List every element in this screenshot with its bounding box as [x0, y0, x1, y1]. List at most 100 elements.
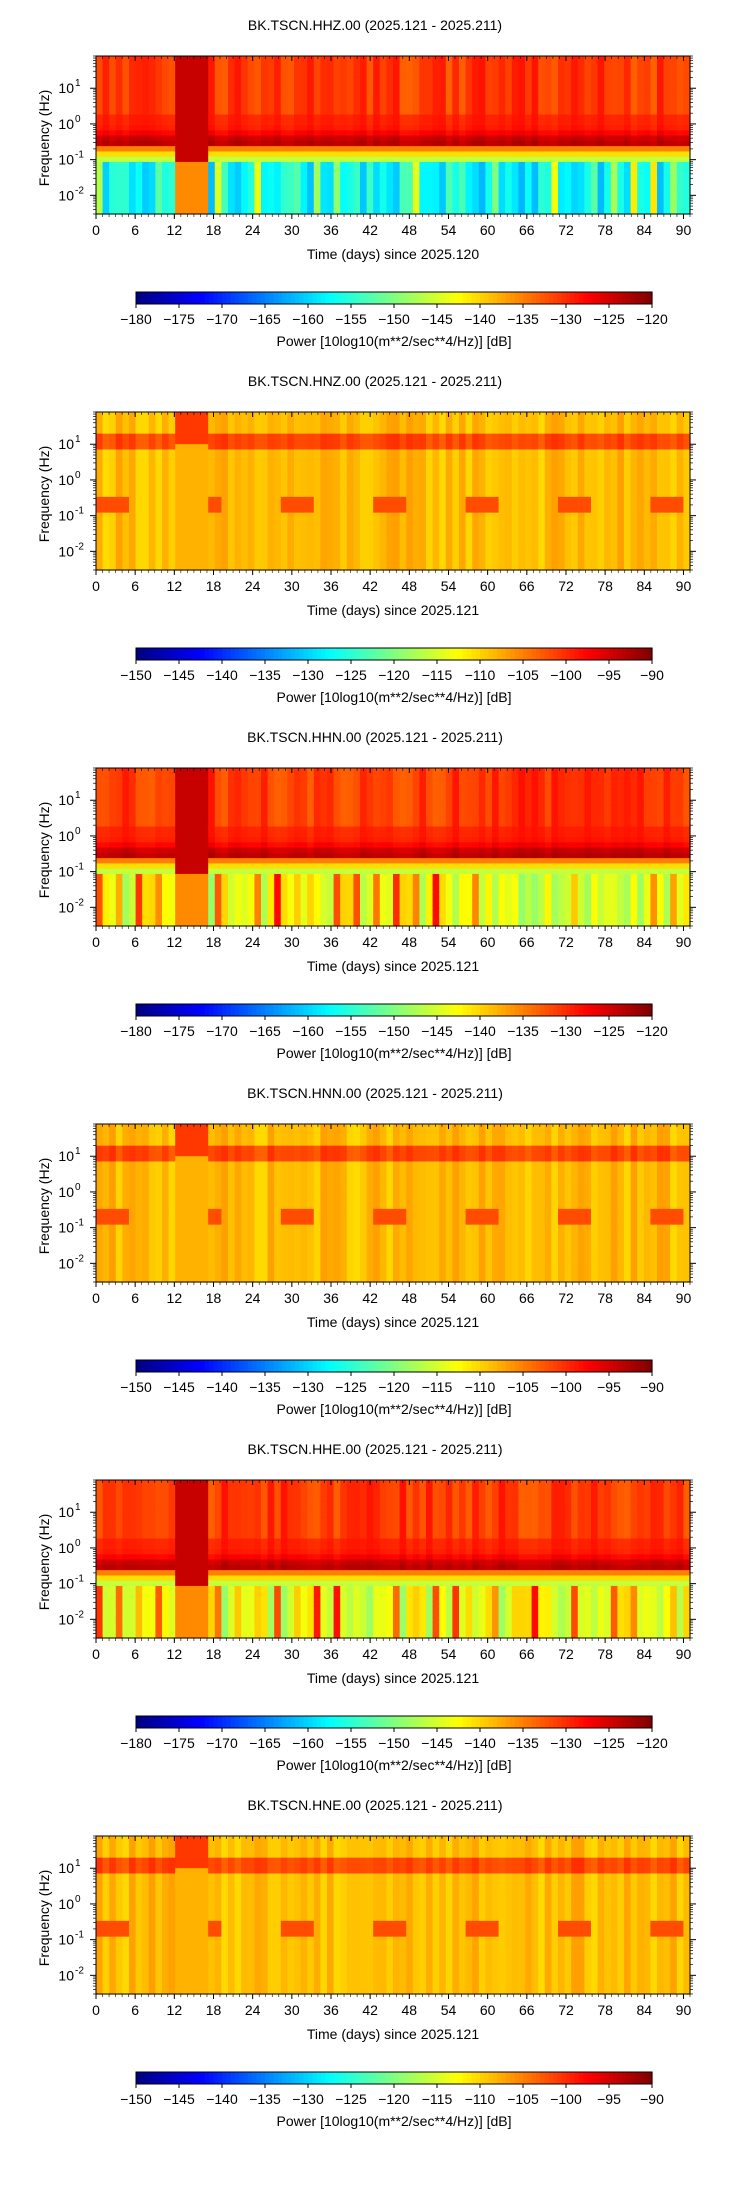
heatmap-cell — [208, 166, 216, 173]
heatmap-cell — [142, 464, 150, 471]
heatmap-cell — [168, 66, 176, 73]
heatmap-cell — [597, 192, 605, 199]
heatmap-cell — [247, 166, 255, 173]
heatmap-cell — [195, 554, 203, 561]
heatmap-cell — [175, 538, 183, 545]
heatmap-cell — [181, 135, 189, 141]
heatmap-cell — [122, 61, 130, 68]
heatmap-cell — [115, 171, 123, 178]
heatmap-cell — [472, 182, 480, 189]
heatmap-cell — [175, 119, 183, 126]
heatmap-cell — [327, 66, 335, 73]
heatmap-cell — [274, 422, 282, 429]
heatmap-cell — [360, 145, 368, 152]
heatmap-cell — [300, 533, 308, 539]
heatmap-cell — [122, 459, 130, 466]
heatmap-cell — [247, 182, 255, 189]
heatmap-cell — [531, 166, 539, 173]
heatmap-cell — [432, 171, 440, 178]
heatmap-cell — [412, 522, 420, 529]
heatmap-cell — [175, 506, 183, 513]
heatmap-cell — [584, 98, 592, 104]
heatmap-cell — [399, 543, 407, 550]
heatmap-cell — [168, 140, 176, 147]
heatmap-cell — [505, 61, 513, 68]
heatmap-cell — [221, 192, 229, 199]
heatmap-cell — [353, 459, 361, 466]
heatmap-cell — [551, 98, 559, 104]
heatmap-cell — [617, 98, 625, 104]
heatmap-cell — [142, 417, 150, 424]
heatmap-cell — [445, 77, 453, 83]
heatmap-cell — [558, 156, 566, 162]
heatmap-cell — [115, 522, 123, 529]
heatmap-cell — [379, 427, 387, 434]
heatmap-cell — [624, 61, 632, 68]
heatmap-cell — [135, 77, 143, 83]
heatmap-cell — [320, 417, 328, 424]
heatmap-cell — [274, 119, 282, 126]
heatmap-cell — [96, 427, 104, 434]
heatmap-cell — [320, 61, 328, 68]
heatmap-cell — [492, 87, 500, 94]
colorbar-swatch — [544, 292, 550, 304]
heatmap-cell — [313, 527, 321, 534]
heatmap-cell — [492, 203, 500, 210]
heatmap-cell — [188, 564, 196, 571]
heatmap-cell — [439, 177, 447, 183]
heatmap-cell — [340, 61, 348, 68]
heatmap-cell — [379, 187, 387, 194]
heatmap-cell — [386, 522, 394, 529]
heatmap-cell — [208, 427, 216, 434]
heatmap-cell — [650, 113, 658, 120]
heatmap-cell — [313, 496, 321, 503]
heatmap-cell — [650, 208, 658, 215]
heatmap-cell — [155, 119, 163, 126]
heatmap-cell — [426, 454, 434, 460]
heatmap-cell — [327, 506, 335, 513]
colorbar: −180 −175 −170 −165 −160 −155 −150 −145 −140 −135… — [120, 291, 668, 327]
heatmap-cell — [584, 119, 592, 126]
heatmap-cell — [360, 82, 368, 89]
heatmap-cell — [393, 522, 401, 529]
heatmap-cell — [102, 527, 110, 534]
heatmap-cell — [162, 459, 170, 466]
heatmap-cell — [498, 56, 506, 62]
heatmap-cell — [135, 438, 143, 445]
heatmap-cell — [544, 171, 552, 178]
heatmap-cell — [386, 182, 394, 189]
heatmap-cell — [195, 161, 203, 168]
heatmap-cell — [155, 187, 163, 194]
heatmap-cell — [485, 98, 493, 104]
heatmap-cell — [472, 433, 480, 439]
heatmap-cell — [412, 92, 420, 99]
heatmap-cell — [538, 82, 546, 89]
heatmap-cell — [518, 208, 526, 215]
heatmap-cell — [254, 559, 262, 566]
heatmap-cell — [294, 433, 302, 439]
heatmap-cell — [386, 161, 394, 168]
heatmap-cell — [327, 559, 335, 566]
heatmap-cell — [650, 140, 658, 147]
heatmap-cell — [663, 124, 671, 131]
heatmap-cell — [511, 124, 519, 131]
heatmap-cell — [406, 454, 414, 460]
heatmap-cell — [267, 166, 275, 173]
heatmap-cell — [122, 564, 130, 571]
heatmap-cell — [234, 412, 242, 418]
heatmap-cell — [214, 469, 222, 476]
heatmap-cell — [320, 124, 328, 131]
heatmap-cell — [234, 119, 242, 126]
heatmap-cell — [175, 512, 183, 518]
heatmap-cell — [353, 156, 361, 162]
colorbar-swatch — [355, 292, 361, 304]
colorbar-swatch — [140, 292, 146, 304]
heatmap-cell — [379, 87, 387, 94]
heatmap-cell — [379, 208, 387, 215]
heatmap-cell — [465, 150, 473, 157]
heatmap-cell — [432, 124, 440, 131]
heatmap-cell — [155, 480, 163, 487]
heatmap-cell — [109, 433, 117, 439]
heatmap-cell — [558, 77, 566, 83]
heatmap-cell — [313, 427, 321, 434]
